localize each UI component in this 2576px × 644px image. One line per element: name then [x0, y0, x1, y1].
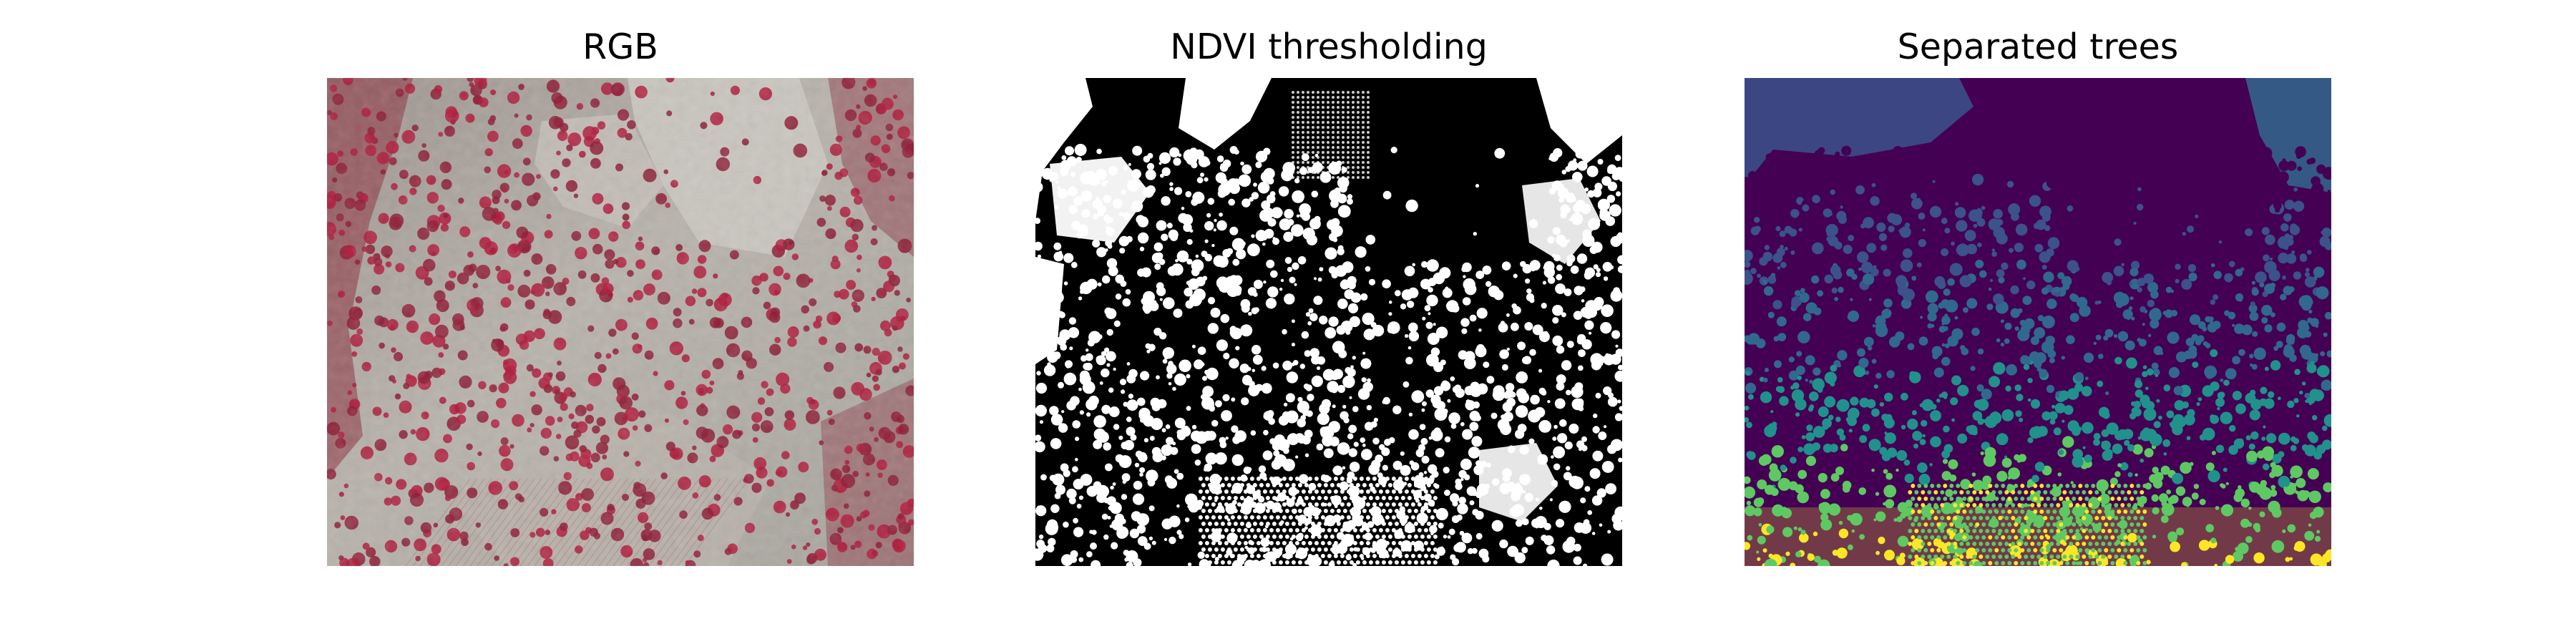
ndvi-mask-image — [1035, 78, 1622, 566]
separated-trees-canvas — [1745, 78, 2331, 566]
panel-title-separated: Separated trees — [1897, 26, 2179, 67]
separated-trees-image — [1745, 78, 2331, 566]
rgb-image — [327, 78, 914, 566]
rgb-image-canvas — [327, 78, 914, 566]
ndvi-mask-canvas — [1035, 78, 1622, 566]
panel-title-rgb: RGB — [582, 26, 658, 67]
panel-title-ndvi: NDVI thresholding — [1170, 26, 1488, 67]
